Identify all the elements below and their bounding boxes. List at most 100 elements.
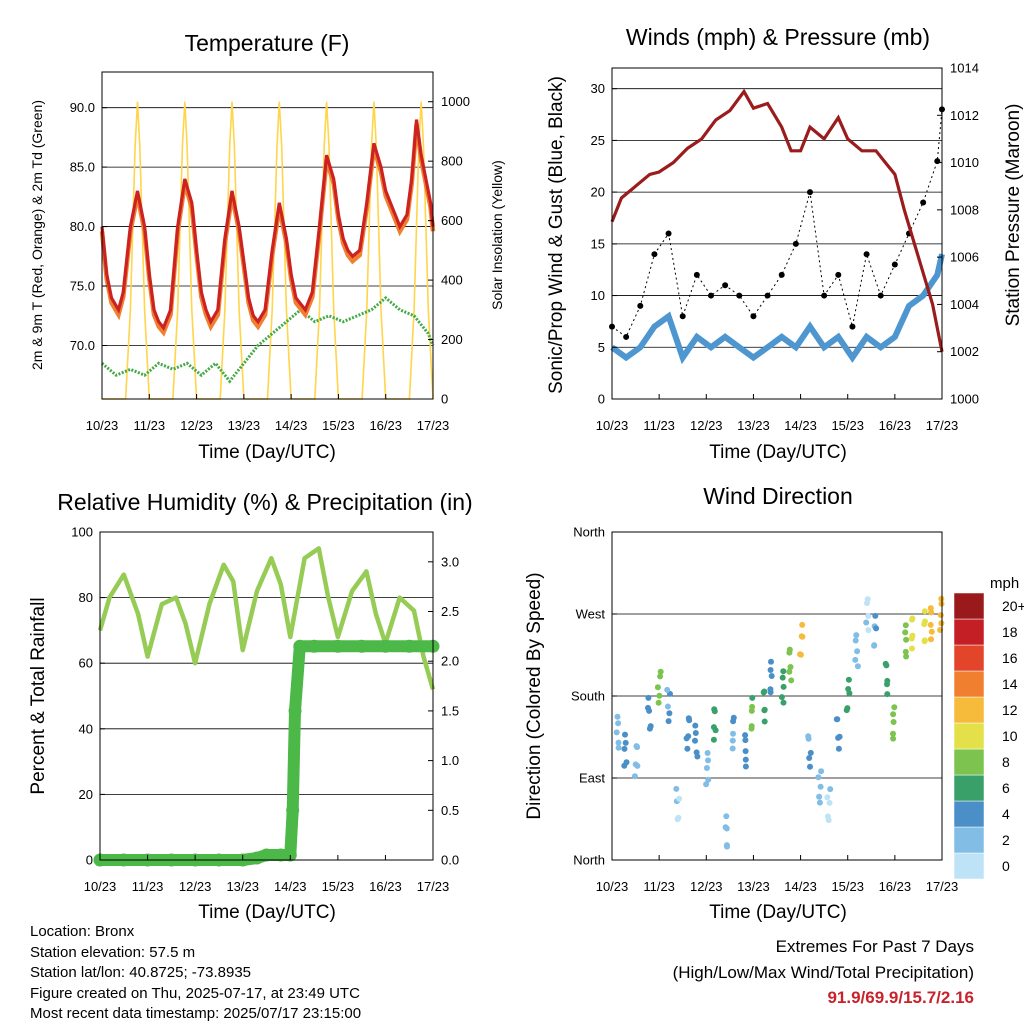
- colorbar-swatch: [953, 592, 985, 620]
- direction-point: [890, 730, 896, 737]
- y2-tick-label: 3.0: [441, 554, 459, 569]
- wind-line: [610, 253, 945, 365]
- direction-point: [768, 658, 774, 665]
- y2-tick-label: 1012: [950, 108, 979, 123]
- y-tick-label: 15: [591, 236, 605, 251]
- direction-point: [845, 686, 852, 692]
- direction-point: [615, 739, 622, 746]
- direction-point: [675, 814, 682, 821]
- direction-point: [807, 749, 814, 756]
- direction-point: [621, 762, 628, 769]
- y-tick-label: 80.0: [70, 219, 95, 234]
- y2-tick-label: 2.0: [441, 654, 459, 669]
- direction-point: [673, 785, 680, 792]
- direction-point: [927, 621, 934, 628]
- temperature-xlabel: Time (Day/UTC): [198, 442, 336, 463]
- direction-point: [656, 692, 663, 699]
- direction-point: [749, 703, 756, 710]
- gust-point: [679, 313, 686, 320]
- winds-y-ticks: 0 5 10 15 20 25 30: [591, 81, 617, 407]
- direction-point: [922, 618, 928, 625]
- direction-point: [865, 613, 872, 619]
- winds-panel: Winds (mph) & Pressure (mb) 0 5 10 15 20 25 30…: [546, 24, 1024, 463]
- direction-point: [845, 676, 852, 683]
- direction-point: [724, 843, 730, 850]
- direction-series: [613, 595, 945, 850]
- direction-point: [780, 683, 787, 690]
- gust-point: [792, 240, 799, 247]
- direction-point: [692, 730, 699, 736]
- y-tick-label: 0: [86, 853, 93, 868]
- gust-point: [778, 271, 785, 278]
- colorbar-swatch: [953, 748, 985, 776]
- direction-point: [761, 688, 768, 695]
- colorbar-swatch: [953, 618, 985, 646]
- direction-point: [891, 704, 898, 711]
- direction-point: [676, 795, 683, 802]
- gust-point: [693, 271, 700, 278]
- direction-point: [872, 612, 879, 619]
- temperature-panel: Temperature (F) 70.0 75.0 80.0 85.0 90.0 0 20…: [29, 30, 505, 463]
- direction-point: [909, 645, 915, 652]
- pressure-line: [610, 88, 944, 353]
- direction-point: [884, 681, 890, 688]
- colorbar-swatch: [953, 774, 985, 802]
- x-tick-label: 14/23: [274, 879, 307, 894]
- x-tick-label: 12/23: [180, 418, 213, 433]
- temperature-y-ticks: 70.0 75.0 80.0 85.0 90.0: [70, 100, 107, 353]
- direction-point: [938, 620, 945, 627]
- extremes-title: Extremes For Past 7 Days: [775, 937, 974, 956]
- direction-point: [742, 756, 749, 763]
- winds-grid: [612, 88, 942, 348]
- y-tick-label: 75.0: [70, 279, 95, 294]
- winds-ylabel: Sonic/Prop Wind & Gust (Blue, Black): [546, 76, 567, 394]
- y2-tick-label: 0.5: [441, 803, 459, 818]
- direction-point: [884, 691, 891, 698]
- precip-point: [260, 848, 273, 862]
- direction-y-ticks: North East South West North: [571, 525, 617, 868]
- direction-panel: Wind Direction North East South West North 1…: [524, 483, 1024, 923]
- y-tick-label: 85.0: [70, 160, 95, 175]
- precip-point: [402, 639, 416, 653]
- humidity-xlabel: Time (Day/UTC): [198, 902, 336, 923]
- y2-tick-label: 0.0: [441, 853, 459, 868]
- colorbar-label: 14: [1002, 676, 1018, 692]
- direction-point: [634, 762, 641, 769]
- direction-x-ticks: 10/23 11/23 12/23 13/23 14/23 15/23 16/23 17/23: [596, 855, 958, 894]
- direction-point: [902, 648, 909, 655]
- y-tick-label: 90.0: [70, 100, 95, 115]
- colorbar-label: 6: [1002, 780, 1010, 796]
- recent-text: Most recent data timestamp: 2025/07/17 2…: [30, 1005, 362, 1022]
- humidity-ylabel: Percent & Total Rainfall: [28, 597, 49, 794]
- x-tick-label: 12/23: [690, 418, 723, 433]
- direction-point: [712, 727, 719, 734]
- y-tick-label: 70.0: [70, 338, 95, 353]
- y-tick-label: 25: [591, 133, 605, 148]
- direction-point: [816, 793, 823, 800]
- direction-point: [684, 745, 691, 752]
- direction-ylabel: Direction (Colored By Speed): [524, 572, 545, 819]
- y-tick-label: West: [576, 607, 606, 622]
- direction-point: [799, 633, 806, 640]
- dewpoint-line: [101, 295, 435, 384]
- direction-point: [692, 722, 699, 729]
- colorbar-swatch: [953, 722, 985, 750]
- colorbar-swatch: [953, 670, 985, 698]
- direction-point: [705, 776, 712, 783]
- direction-point: [909, 616, 915, 623]
- winds-series: [609, 88, 945, 365]
- x-tick-label: 14/23: [784, 879, 817, 894]
- precip-point: [286, 803, 300, 817]
- y-tick-label: 100: [71, 525, 93, 540]
- direction-point: [711, 708, 718, 715]
- x-tick-label: 16/23: [879, 879, 912, 894]
- direction-point: [890, 735, 897, 742]
- y-tick-label: North: [573, 853, 605, 868]
- direction-point: [742, 732, 749, 739]
- colorbar-swatch: [953, 852, 985, 880]
- direction-point: [703, 765, 710, 771]
- colorbar-label: 8: [1002, 754, 1010, 770]
- direction-point: [863, 619, 870, 626]
- y-tick-label: 20: [79, 787, 93, 802]
- direction-point: [890, 711, 897, 718]
